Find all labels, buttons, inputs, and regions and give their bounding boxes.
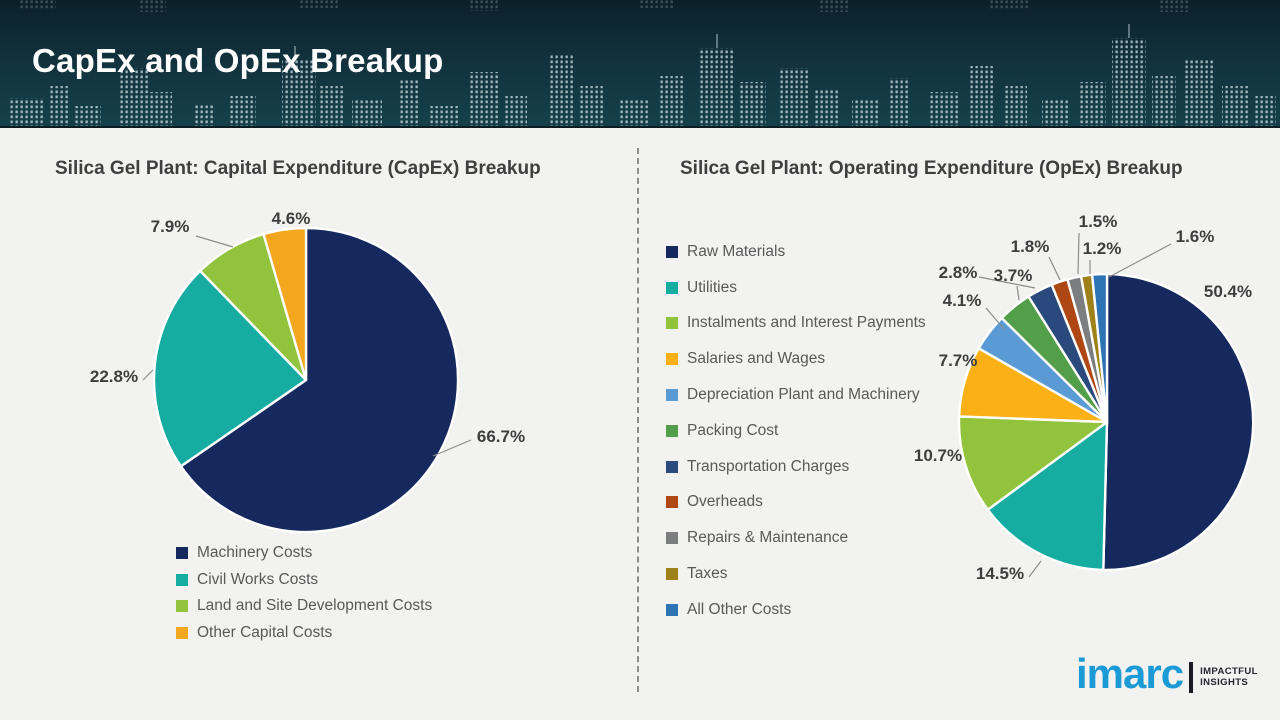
city-skyline-graphic — [0, 0, 1280, 126]
legend-swatch — [666, 245, 678, 258]
slice-other-capital-costs — [262, 226, 308, 382]
capex-legend: Machinery Costs Civil Works Costs Land and… — [176, 540, 432, 646]
data-label-machinery-costs: 66.7% — [476, 427, 526, 446]
imarc-logo: imarc IMPACTFUL INSIGHTS — [1076, 653, 1258, 695]
legend-item-utilities: Utilities — [666, 270, 926, 306]
slice-overheads — [1050, 278, 1109, 424]
slice-raw-materials — [1102, 272, 1255, 572]
legend-item-repairs-maintenance: Repairs & Maintenance — [666, 520, 926, 556]
legend-swatch — [666, 532, 678, 545]
slice-depreciation-plant-and-machinery — [977, 316, 1109, 424]
header-band: CapEx and OpEx Breakup — [0, 0, 1280, 128]
legend-label: Overheads — [687, 493, 763, 511]
data-label-instalments-and-interest-payments: 10.7% — [913, 446, 963, 465]
legend-label: Other Capital Costs — [197, 624, 333, 642]
data-label-salaries-and-wages: 7.7% — [938, 351, 978, 370]
legend-swatch — [176, 573, 188, 586]
label-leader-line — [1028, 560, 1042, 578]
opex-chart-title: Silica Gel Plant: Operating Expenditure … — [680, 158, 1183, 179]
legend-item-overheads: Overheads — [666, 485, 926, 521]
legend-label: Transportation Charges — [687, 457, 850, 475]
data-label-taxes: 1.2% — [1082, 239, 1122, 258]
legend-item-machinery-costs: Machinery Costs — [176, 540, 432, 567]
legend-swatch — [176, 547, 188, 560]
slice-civil-works-costs — [152, 269, 308, 468]
legend-label: Repairs & Maintenance — [687, 529, 849, 547]
slice-land-and-site-development-costs — [199, 232, 308, 382]
legend-label: Taxes — [687, 565, 728, 583]
legend-item-raw-materials: Raw Materials — [666, 234, 926, 270]
legend-label: Depreciation Plant and Machinery — [687, 386, 920, 404]
slice-machinery-costs — [179, 226, 460, 534]
legend-label: Land and Site Development Costs — [197, 597, 433, 615]
data-label-repairs-maintenance: 1.5% — [1078, 212, 1118, 231]
legend-label: Raw Materials — [687, 242, 786, 260]
label-leader-line — [432, 439, 472, 457]
data-label-civil-works-costs: 22.8% — [89, 367, 139, 386]
data-label-utilities: 14.5% — [975, 564, 1025, 583]
opex-legend: Raw Materials Utilities Instalments and In… — [666, 234, 926, 628]
logo-divider-bar — [1189, 661, 1194, 693]
slice-salaries-and-wages — [957, 347, 1109, 424]
slice-transportation-charges — [1027, 283, 1109, 424]
legend-swatch — [666, 603, 678, 616]
panel-divider — [637, 148, 639, 692]
legend-swatch — [666, 460, 678, 473]
legend-label: Machinery Costs — [197, 544, 313, 562]
slice-all-other-costs — [1090, 272, 1109, 424]
label-leader-line — [1016, 285, 1020, 301]
logo-tagline-line1: IMPACTFUL — [1200, 666, 1258, 677]
legend-swatch — [666, 389, 678, 402]
legend-item-all-other-costs: All Other Costs — [666, 592, 926, 628]
legend-item-instalments-and-interest-payments: Instalments and Interest Payments — [666, 306, 926, 342]
legend-swatch — [666, 353, 678, 366]
slice-utilities — [986, 420, 1109, 572]
data-label-depreciation-plant-and-machinery: 4.1% — [942, 291, 982, 310]
legend-item-salaries-and-wages: Salaries and Wages — [666, 341, 926, 377]
capex-chart-title: Silica Gel Plant: Capital Expenditure (C… — [55, 158, 541, 179]
legend-swatch — [666, 568, 678, 581]
legend-label: Instalments and Interest Payments — [687, 314, 926, 332]
data-label-all-other-costs: 1.6% — [1175, 227, 1215, 246]
data-label-raw-materials: 50.4% — [1203, 282, 1253, 301]
legend-label: Utilities — [687, 278, 737, 296]
label-leader-line — [1048, 256, 1061, 281]
legend-label: All Other Costs — [687, 600, 792, 618]
data-label-land-and-site-development-costs: 7.9% — [150, 217, 190, 236]
data-label-overheads: 1.8% — [1010, 237, 1050, 256]
slice-instalments-and-interest-payments — [957, 415, 1109, 511]
legend-swatch — [666, 496, 678, 509]
legend-label: Packing Cost — [687, 421, 779, 439]
label-leader-line — [985, 307, 1005, 330]
slice-taxes — [1079, 273, 1109, 424]
label-leader-line — [142, 369, 154, 381]
legend-item-transportation-charges: Transportation Charges — [666, 449, 926, 485]
label-leader-line — [1077, 232, 1080, 275]
page-title: CapEx and OpEx Breakup — [32, 42, 444, 79]
slice-packing-cost — [1000, 295, 1109, 424]
legend-item-packing-cost: Packing Cost — [666, 413, 926, 449]
legend-swatch — [666, 317, 678, 330]
data-label-transportation-charges: 2.8% — [938, 263, 978, 282]
data-label-packing-cost: 3.7% — [993, 266, 1033, 285]
legend-item-land-and-site-development-costs: Land and Site Development Costs — [176, 593, 432, 620]
legend-item-depreciation-plant-and-machinery: Depreciation Plant and Machinery — [666, 377, 926, 413]
label-leader-line — [195, 235, 234, 248]
data-label-other-capital-costs: 4.6% — [271, 209, 311, 228]
legend-label: Civil Works Costs — [197, 570, 319, 588]
legend-item-civil-works-costs: Civil Works Costs — [176, 567, 432, 594]
logo-tagline: IMPACTFUL INSIGHTS — [1200, 666, 1258, 688]
legend-label: Salaries and Wages — [687, 350, 826, 368]
legend-swatch — [666, 281, 678, 294]
legend-item-taxes: Taxes — [666, 556, 926, 592]
legend-swatch — [666, 424, 678, 437]
slice-repairs-maintenance — [1066, 275, 1109, 424]
legend-swatch — [176, 600, 188, 613]
imarc-logo-wordmark: imarc — [1076, 650, 1184, 697]
logo-tagline-line2: INSIGHTS — [1200, 677, 1249, 688]
legend-item-other-capital-costs: Other Capital Costs — [176, 620, 432, 647]
legend-swatch — [176, 627, 188, 640]
